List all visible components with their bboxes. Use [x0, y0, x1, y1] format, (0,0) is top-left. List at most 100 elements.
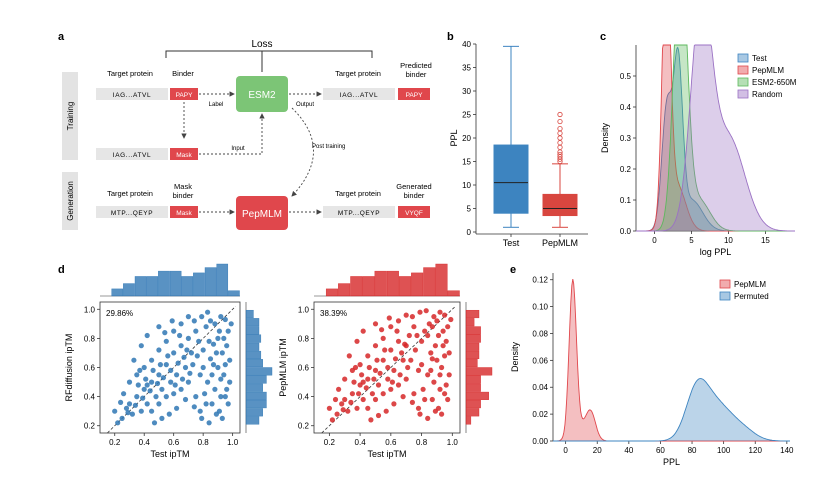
- scatter-point: [345, 408, 351, 414]
- panel-label-c: c: [600, 31, 606, 43]
- scatter-point: [205, 309, 211, 315]
- scatter-point: [380, 335, 386, 341]
- marginal-bar-x: [338, 283, 351, 297]
- marginal-bar-x: [398, 276, 412, 297]
- scatter-point: [375, 382, 382, 388]
- scatter-point: [363, 385, 369, 391]
- scatter-point: [360, 379, 366, 385]
- marginal-bar-x: [386, 270, 399, 297]
- scatter-point: [388, 324, 394, 330]
- scatter-point: [437, 309, 443, 315]
- x-tick-label: 15: [761, 236, 770, 245]
- y-axis-label: Density: [510, 341, 520, 372]
- target-sequence: IAG...ATVL: [113, 92, 151, 99]
- marginal-bar-y: [245, 318, 260, 327]
- scatter-point: [191, 404, 197, 410]
- box-test: [493, 144, 529, 214]
- scatter-point: [215, 364, 221, 371]
- legend-label: Random: [752, 90, 783, 99]
- marginal-bar-y: [465, 400, 481, 409]
- scatter-point: [169, 318, 175, 324]
- scatter-point: [212, 321, 218, 327]
- x-tick-label: 0.6: [168, 438, 180, 447]
- percent-annotation: 38.39%: [320, 309, 347, 318]
- scatter-point: [224, 343, 230, 349]
- scatter-point: [349, 391, 355, 397]
- legend-label: Test: [752, 54, 767, 63]
- scatter-point: [425, 332, 431, 339]
- x-axis-label: PPL: [663, 457, 680, 467]
- binder-box: [170, 88, 198, 100]
- scatter-point: [150, 367, 156, 373]
- y-axis-label: PPL: [449, 129, 459, 146]
- scatter-point: [339, 401, 345, 407]
- scatter-point: [162, 330, 168, 336]
- legend-swatch: [737, 89, 749, 99]
- scatter-point: [336, 386, 342, 392]
- x-tick-label: 10: [724, 236, 733, 245]
- marginal-bar-y: [465, 359, 478, 368]
- scatter-point: [132, 402, 138, 408]
- panel-label-d: d: [58, 264, 65, 276]
- marginal-bar-y: [465, 350, 480, 360]
- density-line-pepmlm: [553, 279, 790, 442]
- scatter-point: [119, 415, 125, 421]
- scatter-point: [137, 367, 143, 373]
- x-tick-label: 5: [689, 236, 694, 245]
- scatter-point: [380, 391, 386, 397]
- y-tick-label: 5: [467, 205, 472, 214]
- scatter-point: [151, 420, 158, 426]
- target-protein-label: Target protein: [107, 69, 153, 78]
- y-tick-label: 0.6: [84, 364, 96, 373]
- marginal-bar-y: [245, 408, 263, 417]
- post-training-text: Post training: [312, 144, 345, 150]
- scatter-point: [429, 356, 435, 362]
- scatter-point: [185, 379, 191, 385]
- scatter-point: [203, 324, 209, 330]
- scatter-point: [171, 350, 177, 356]
- scatter-point: [437, 372, 443, 378]
- scatter-point: [392, 356, 399, 362]
- marginal-bar-y: [465, 367, 493, 376]
- scatter-point: [425, 372, 431, 378]
- scatter-point: [206, 420, 212, 426]
- pepmlm-model-label: PepMLM: [242, 209, 282, 220]
- scatter-point: [199, 314, 205, 320]
- mask-box-gen: [170, 206, 198, 218]
- y-tick-label: 0.6: [298, 364, 310, 373]
- scatter-point: [191, 318, 197, 324]
- scatter-point: [222, 394, 228, 400]
- marginal-bar-y: [245, 383, 263, 392]
- scatter-point: [219, 350, 225, 356]
- x-axis-label: Test ipTM: [367, 449, 406, 459]
- scatter-point: [372, 343, 379, 349]
- scatter-point: [159, 386, 165, 392]
- legend-swatch: [719, 291, 731, 301]
- generated-binder-label: Generated binder: [396, 182, 431, 200]
- scatter-point: [213, 411, 219, 417]
- scatter-point: [422, 328, 428, 334]
- scatter-point: [394, 328, 400, 334]
- scatter-point: [227, 379, 233, 385]
- scatter-point: [135, 382, 141, 388]
- density-line-random: [636, 44, 795, 232]
- scatter-point: [348, 399, 354, 405]
- label-arrow-text: Label: [209, 102, 224, 108]
- x-tick-label: 140: [780, 446, 794, 455]
- scatter-point: [340, 407, 346, 413]
- y-tick-label: 0.8: [298, 334, 310, 343]
- predicted-binder-line: Predicted: [400, 61, 432, 70]
- scatter-point: [178, 343, 184, 349]
- y-tick-label: 0: [467, 228, 472, 237]
- box-outlier: [557, 144, 563, 150]
- scatter-point: [445, 396, 451, 403]
- scatter-point: [428, 367, 434, 373]
- binder-label: Binder: [172, 69, 194, 78]
- scatter-point: [372, 321, 379, 327]
- scatter-point: [206, 338, 212, 344]
- scatter-point: [332, 396, 339, 403]
- scatter-point: [171, 391, 177, 397]
- scatter-point: [329, 417, 335, 423]
- x-tick-label: 0.8: [416, 438, 428, 447]
- y-tick-label: 0.3: [620, 134, 632, 143]
